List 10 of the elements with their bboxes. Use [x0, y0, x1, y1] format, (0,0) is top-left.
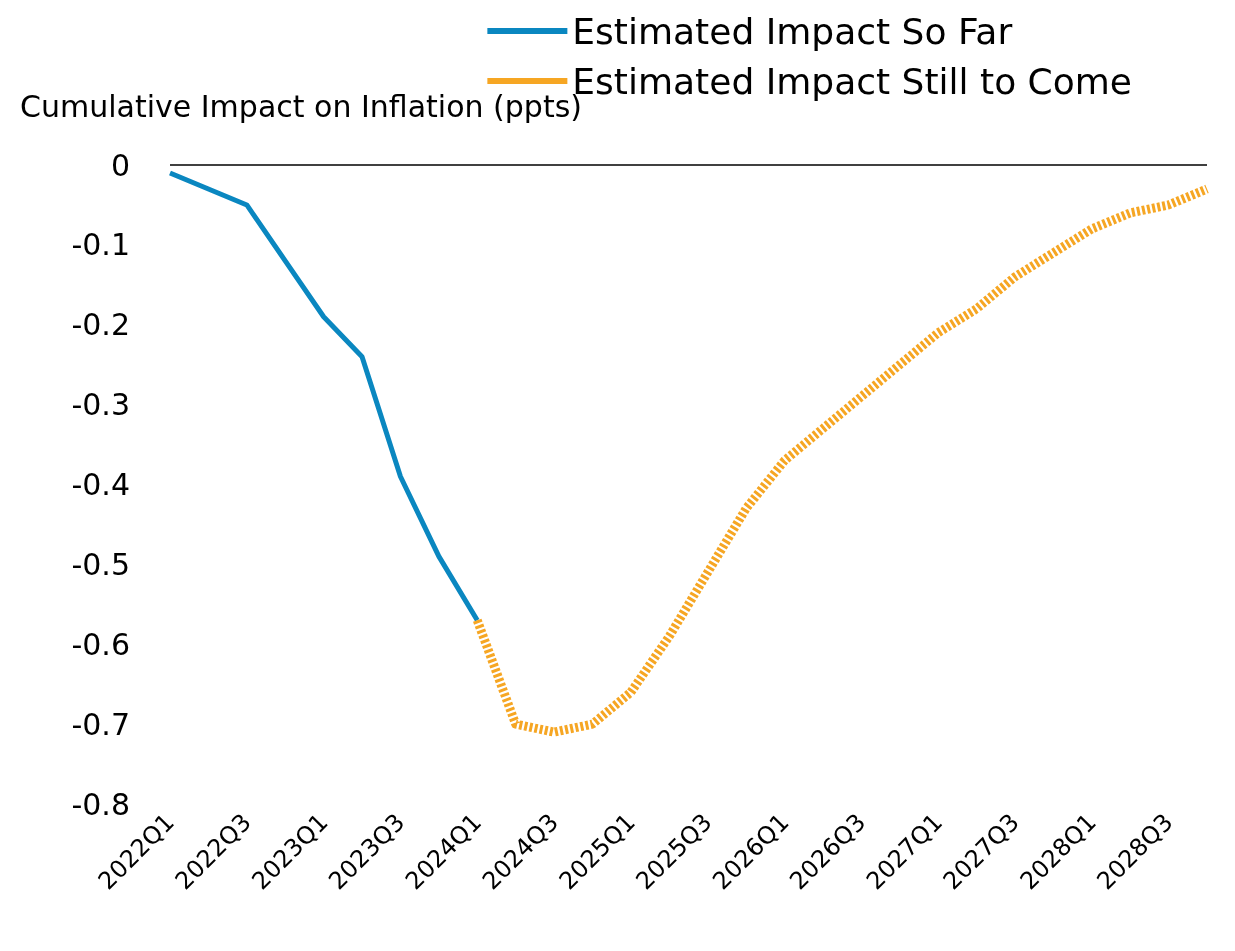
- y-tick-label: -0.6: [71, 626, 130, 662]
- y-tick-label: -0.5: [71, 546, 130, 582]
- y-tick-label: -0.2: [71, 307, 130, 343]
- legend-label: Estimated Impact So Far: [572, 10, 1013, 52]
- y-tick-label: -0.1: [71, 227, 130, 263]
- y-tick-label: -0.4: [71, 467, 130, 502]
- y-tick-label: 0: [110, 147, 130, 183]
- y-tick-label: -0.8: [71, 786, 130, 822]
- y-tick-label: -0.3: [71, 387, 130, 423]
- y-tick-label: -0.7: [71, 706, 130, 742]
